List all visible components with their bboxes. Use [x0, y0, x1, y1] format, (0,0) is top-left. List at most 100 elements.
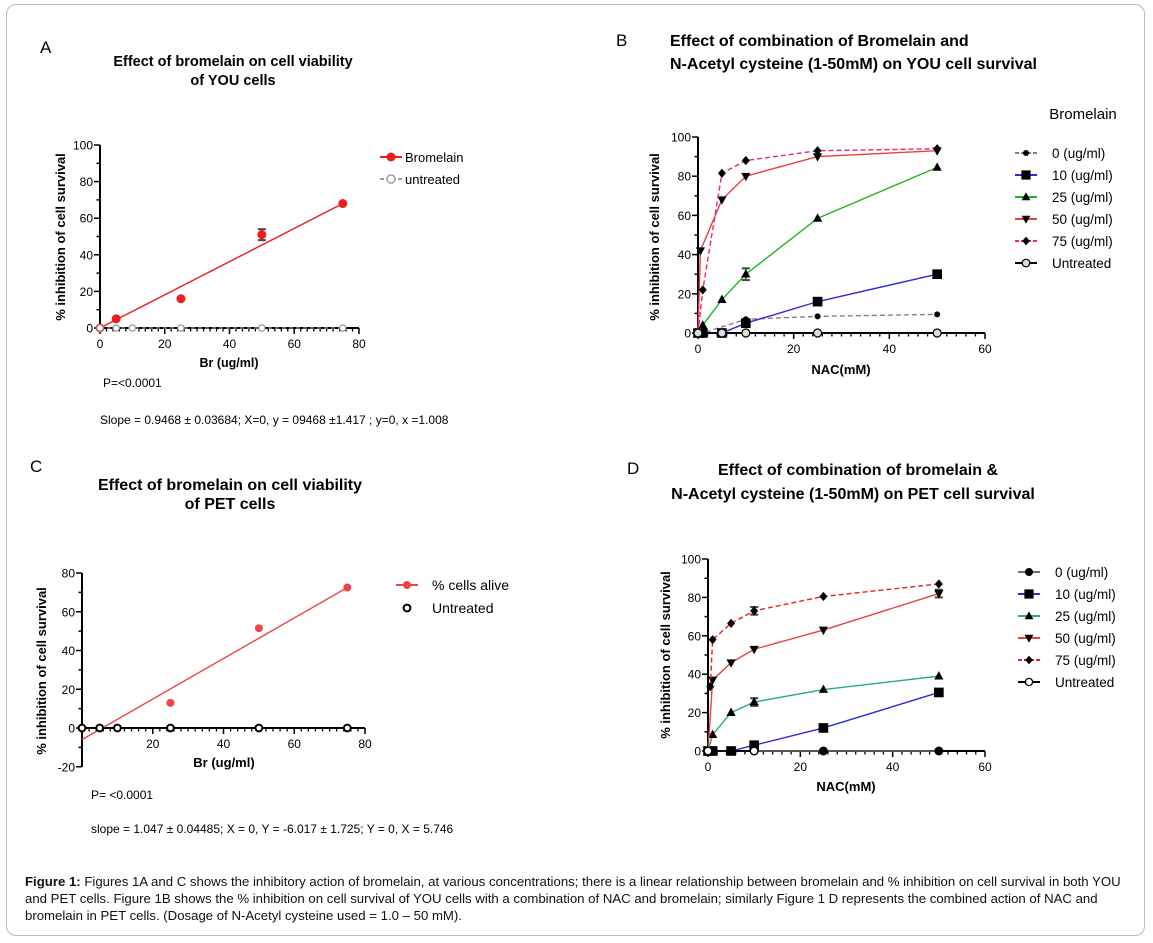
x-tick-label: 60 [978, 760, 992, 774]
legend-title: Bromelain [1049, 106, 1117, 123]
y-tick-label: -20 [58, 760, 76, 774]
y-tick-label: 80 [80, 175, 94, 189]
axes: 0 20 40 60 80 100 0 20 40 60 [681, 553, 992, 775]
series-untreated [77, 723, 352, 733]
regression-line [81, 586, 348, 741]
data-point [717, 294, 727, 304]
y-tick-label: 20 [62, 683, 76, 697]
data-point [1024, 589, 1034, 599]
data-point [717, 168, 726, 178]
data-point [698, 320, 708, 329]
data-point [257, 230, 267, 240]
y-tick-label: 60 [80, 212, 94, 226]
x-axis-label: NAC(mM) [816, 779, 875, 794]
data-point [111, 314, 121, 324]
plot-area: -20 0 20 40 60 80 20 40 60 80 % cells alive Untreat… [58, 567, 510, 775]
legend-label: % cells alive [432, 577, 509, 593]
data-point [727, 618, 736, 628]
plot-area: 0 20 40 60 80 100 0 20 40 60 80 Bromelain untreated [73, 139, 464, 352]
x-tick-label: 60 [288, 737, 302, 751]
series-untreated [96, 324, 347, 332]
panel-letter-d: D [627, 459, 639, 478]
p-value-annotation: P=<0.0001 [103, 376, 162, 390]
data-point [749, 697, 759, 706]
data-point [1021, 215, 1031, 224]
data-point [339, 324, 347, 332]
legend-label: 75 (ug/ml) [1052, 234, 1113, 249]
legend-label: Untreated [432, 600, 493, 616]
chart-title-line-2: of PET cells [185, 496, 276, 513]
data-point [741, 155, 750, 166]
y-tick-label: 80 [678, 170, 692, 184]
legend-item: 50 (ug/ml) [1018, 631, 1116, 646]
chart-title-line-1: Effect of bromelain on cell viability [98, 477, 362, 494]
y-tick-label: 40 [678, 248, 692, 262]
plot-area: 0 20 40 60 80 100 0 20 40 60 Bromelain 0 (ug/ml) 10 … [671, 106, 1117, 356]
plot-area: 0 20 40 60 80 100 0 20 40 60 0 (ug/ml) 10 (ug/ml) 25… [681, 553, 1116, 775]
series-25-ug-ml [693, 162, 942, 337]
panel-letter-a: A [40, 38, 52, 57]
data-point [934, 687, 944, 698]
x-tick-label: 20 [158, 337, 172, 351]
series-bromelain [95, 199, 348, 333]
x-tick-label: 0 [695, 342, 702, 356]
y-tick-label: 0 [684, 327, 691, 341]
y-tick-label: 20 [80, 285, 94, 299]
x-tick-label: 80 [352, 337, 366, 351]
series-line [707, 592, 940, 752]
series-line [708, 691, 940, 752]
legend: Bromelain 0 (ug/ml) 10 (ug/ml) 25 (ug/ml) 50… [1015, 106, 1117, 271]
data-point [933, 144, 942, 154]
chart-title-line-1: Effect of combination of Bromelain and [670, 33, 969, 50]
data-point [254, 624, 263, 633]
data-point [717, 196, 727, 205]
data-point [338, 199, 348, 209]
data-point [77, 723, 87, 733]
data-point [812, 153, 823, 162]
y-tick-label: 40 [80, 248, 94, 262]
data-point [1023, 150, 1029, 156]
y-axis-label: % inhibition of cell survival [53, 153, 68, 321]
y-tick-label: 100 [73, 139, 93, 153]
x-tick-label: 20 [794, 760, 808, 774]
series-line [709, 583, 939, 687]
data-point [932, 162, 942, 171]
chart-title-line-2: of YOU cells [190, 73, 275, 89]
legend-item: 10 (ug/ml) [1015, 168, 1113, 183]
data-point [1024, 634, 1034, 643]
legend: Bromelain untreated [380, 150, 464, 187]
legend-item: 50 (ug/ml) [1015, 212, 1113, 227]
data-point [1024, 611, 1034, 620]
series-10-ug-ml [703, 687, 944, 756]
series-line [697, 148, 938, 334]
legend: % cells alive Untreated [396, 577, 509, 616]
y-tick-label: 0 [86, 322, 93, 336]
y-tick-label: 100 [671, 131, 691, 145]
data-point [707, 676, 718, 685]
data-point [1025, 655, 1033, 665]
data-point [814, 313, 821, 320]
series-10-ug-ml [693, 269, 942, 338]
series-75-ug-ml [694, 144, 942, 338]
legend-label: Bromelain [405, 150, 464, 165]
y-tick-label: 40 [62, 644, 76, 658]
data-point [386, 152, 396, 162]
data-point [698, 285, 707, 295]
legend: 0 (ug/ml) 10 (ug/ml) 25 (ug/ml) 50 (ug/ml) 7… [1018, 565, 1116, 690]
data-point [934, 671, 944, 680]
y-tick-label: 100 [681, 553, 701, 567]
legend-label: 10 (ug/ml) [1055, 587, 1116, 602]
chart-title-line-1: Effect of bromelain on cell viability [113, 54, 352, 70]
data-point [706, 682, 715, 692]
data-point [96, 324, 104, 332]
data-point [1022, 236, 1030, 246]
x-tick-label: 60 [288, 337, 302, 351]
panel-letter-b: B [616, 31, 627, 50]
y-axis-label: % inhibition of cell survival [658, 571, 673, 739]
data-point [166, 723, 175, 733]
data-point [934, 311, 941, 318]
figure-frame [6, 4, 1145, 936]
data-point [818, 626, 829, 636]
data-point [818, 684, 829, 693]
data-point [95, 723, 105, 733]
